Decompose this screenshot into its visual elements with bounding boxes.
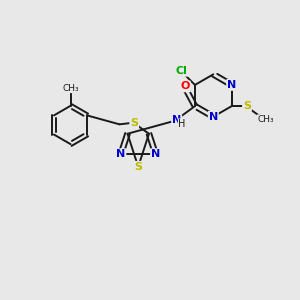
Text: N: N bbox=[227, 80, 236, 90]
Text: O: O bbox=[181, 81, 190, 92]
Text: CH₃: CH₃ bbox=[257, 115, 274, 124]
Text: S: S bbox=[130, 118, 138, 128]
Text: CH₃: CH₃ bbox=[62, 84, 79, 93]
Text: N: N bbox=[116, 149, 125, 159]
Text: H: H bbox=[178, 119, 186, 129]
Text: N: N bbox=[209, 112, 218, 122]
Text: Cl: Cl bbox=[176, 66, 187, 76]
Text: N: N bbox=[172, 115, 181, 125]
Text: N: N bbox=[151, 149, 160, 159]
Text: S: S bbox=[243, 101, 251, 111]
Text: S: S bbox=[134, 162, 142, 172]
